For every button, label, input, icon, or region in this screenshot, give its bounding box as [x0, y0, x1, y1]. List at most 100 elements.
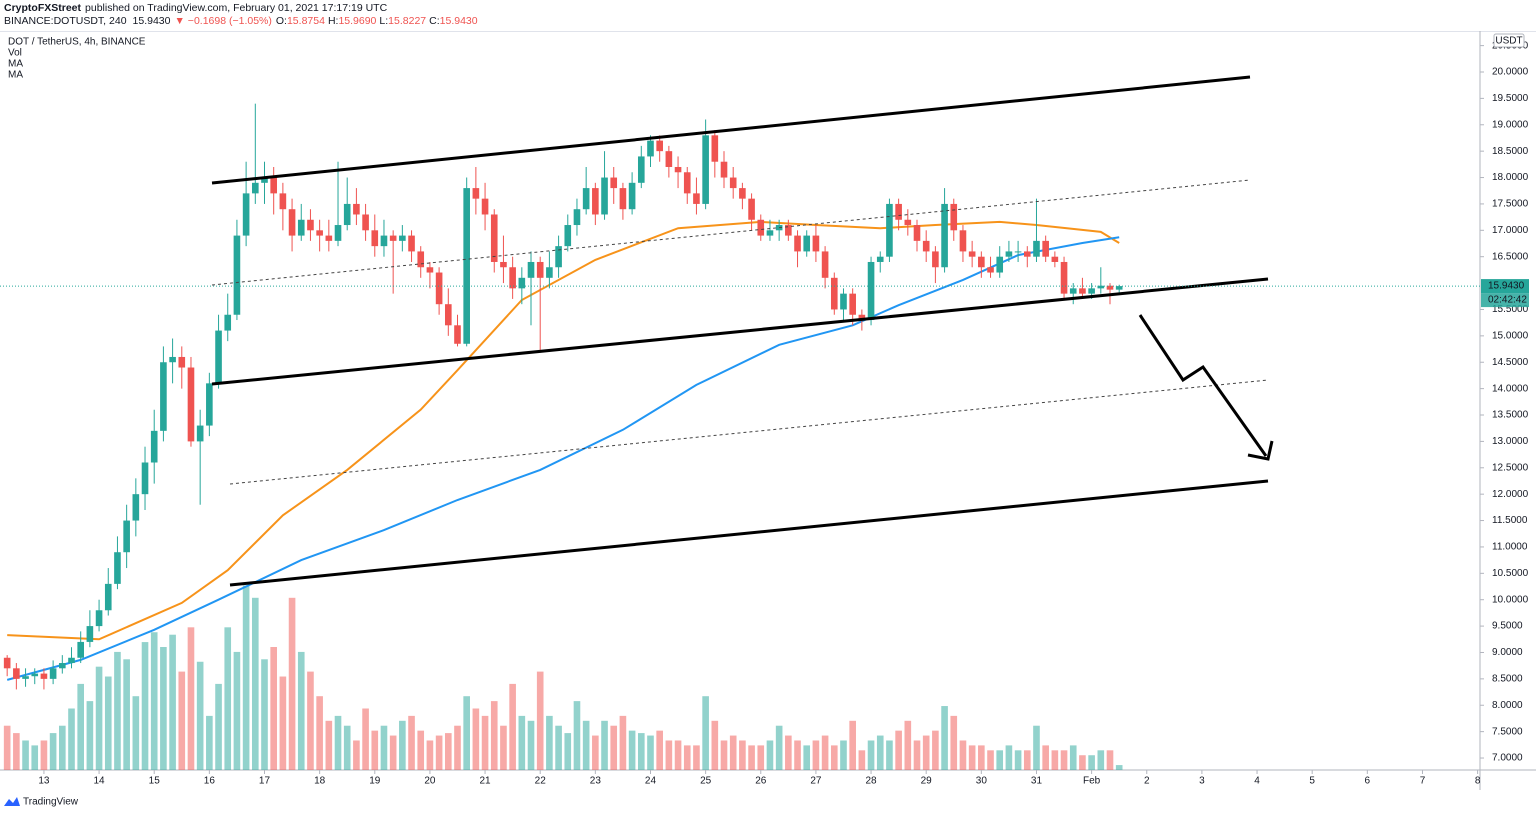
volume-bar: [987, 750, 994, 770]
y-tick-label: 14.0000: [1492, 383, 1529, 394]
x-tick-label: 13: [38, 776, 50, 787]
candle-body: [886, 203, 893, 257]
volume-bar: [785, 735, 792, 770]
candle-body: [674, 166, 682, 173]
candle-body: [1042, 240, 1049, 257]
volume-bar: [371, 730, 379, 770]
volume-bar: [95, 666, 103, 770]
candle-body: [555, 246, 562, 268]
volume-bar: [996, 750, 1004, 770]
volume-bar: [775, 725, 783, 770]
candle-body: [509, 267, 516, 289]
volume-bar: [481, 715, 489, 770]
volume-bar: [729, 735, 737, 770]
volume-bar: [876, 735, 884, 770]
volume-bar: [959, 740, 967, 770]
y-tick-label: 11.0000: [1492, 542, 1528, 553]
x-tick-label: 21: [479, 776, 491, 787]
x-tick-label: 3: [1199, 776, 1205, 787]
ma-line: [7, 220, 1120, 641]
candle-body: [739, 188, 746, 199]
volume-bar: [417, 730, 425, 770]
volume-bar: [656, 730, 663, 770]
candle-body: [215, 330, 222, 384]
y-tick-label: 14.5000: [1492, 357, 1529, 368]
drawings: [211, 75, 1274, 587]
volume-bar: [702, 696, 709, 770]
y-tick-label: 16.5000: [1492, 251, 1529, 262]
legend-ma: MA: [8, 70, 23, 81]
ohlc-o: 15.8754: [287, 15, 325, 27]
volume-bar: [683, 745, 691, 770]
x-tick-label: 27: [810, 776, 822, 787]
candle-body: [656, 140, 663, 152]
candle-body: [95, 610, 103, 627]
candle-body: [169, 356, 176, 363]
candle-body: [729, 177, 737, 189]
candle-body: [408, 235, 415, 252]
volume-bar: [40, 740, 48, 770]
candle-body: [1088, 288, 1095, 294]
candle-body: [830, 277, 838, 310]
candle-body: [233, 235, 241, 315]
candle-body: [803, 235, 811, 252]
x-tick-label: 31: [1031, 776, 1043, 787]
volume-bar: [518, 715, 526, 770]
candle-body: [766, 230, 774, 236]
y-tick-label: 18.5000: [1492, 146, 1529, 157]
candle-body: [1060, 261, 1068, 294]
volume-bar: [160, 647, 167, 770]
volume-bar: [1005, 745, 1013, 770]
volume-bar: [500, 725, 507, 770]
x-tick-label: 19: [369, 776, 381, 787]
volume-bar: [261, 659, 268, 770]
volume-bar: [86, 701, 94, 770]
candle-body: [628, 182, 636, 210]
candle-body: [785, 225, 792, 236]
last-price-label: 15.9430: [1488, 281, 1525, 292]
volume-bar: [251, 597, 259, 770]
candle-body: [748, 198, 755, 220]
x-tick-label: 15: [149, 776, 161, 787]
x-tick-label: 8: [1475, 776, 1481, 787]
volume-bar: [307, 671, 314, 770]
ohlc-h: 15.9690: [338, 15, 376, 27]
volume-bar: [922, 735, 930, 770]
candle-body: [895, 203, 902, 220]
volume-bar: [619, 715, 627, 770]
candle-body: [49, 668, 57, 679]
volume-bar: [380, 725, 388, 770]
candle-body: [683, 172, 691, 194]
candle-body: [297, 219, 305, 236]
y-tick-label: 17.5000: [1492, 199, 1529, 210]
volume-bar: [215, 683, 222, 770]
volume-bar: [968, 745, 976, 770]
volume-bar: [123, 659, 130, 770]
candle-body: [160, 362, 167, 431]
volume-bar: [408, 715, 415, 770]
candle-body: [307, 219, 314, 231]
y-tick-label: 15.5000: [1492, 304, 1529, 315]
candle-body: [1033, 240, 1040, 257]
volume-bar: [509, 683, 516, 770]
y-tick-label: 17.0000: [1492, 225, 1529, 236]
legend-ma: MA: [8, 59, 23, 70]
volume-bar: [932, 730, 939, 770]
volume-bar: [803, 745, 811, 770]
volume-bar: [472, 708, 480, 770]
volume-bar: [748, 745, 755, 770]
x-tick-label: 4: [1254, 776, 1260, 787]
candle-body: [343, 203, 351, 226]
candle-body: [435, 272, 443, 305]
candle-body: [720, 161, 728, 178]
candle-body: [40, 673, 48, 679]
x-tick-label: 24: [645, 776, 657, 787]
candle-body: [417, 251, 425, 268]
volume-bar: [978, 745, 985, 770]
ohlc-o-label: O:: [276, 15, 287, 27]
candle-body: [867, 261, 875, 321]
candle-body: [922, 240, 930, 252]
candle-body: [389, 235, 397, 241]
volume-bar: [242, 585, 250, 770]
y-tick-label: 11.5000: [1492, 515, 1528, 526]
